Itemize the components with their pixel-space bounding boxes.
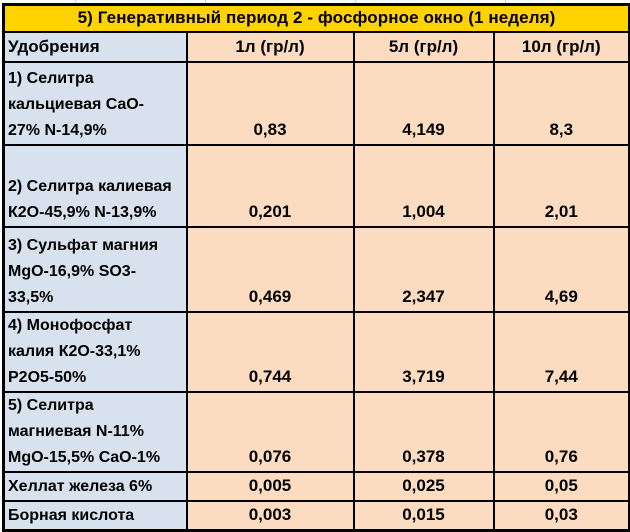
fertilizer-name: 2) Селитра калиевая К2О-45,9% N-13,9% — [2, 143, 188, 228]
column-header-fertilizers: Удобрения — [2, 30, 188, 63]
table-row: 3) Сульфат магния MgO-16,9% SO3- 33,5% 0… — [2, 225, 630, 313]
dose-10l: 0,76 — [492, 390, 630, 473]
table-row: 4) Монофосфат калия К2О-33,1% P2O5-50% 0… — [2, 310, 630, 393]
column-header-5l: 5л (гр/л) — [352, 30, 495, 63]
dose-5l: 0,025 — [352, 470, 495, 502]
fertilizer-schedule-table: 5) Генеративный период 2 - фосфорное окн… — [1, 3, 630, 532]
dose-1l: 0,076 — [185, 390, 355, 473]
table-row: Борная кислота 0,003 0,015 0,03 — [2, 499, 630, 532]
spreadsheet-gridline — [355, 0, 356, 4]
table-row: 2) Селитра калиевая К2О-45,9% N-13,9% 0,… — [2, 143, 630, 228]
dose-5l: 4,149 — [352, 60, 495, 146]
spreadsheet-gridline — [505, 0, 506, 4]
fertilizer-name: 4) Монофосфат калия К2О-33,1% P2O5-50% — [2, 310, 188, 393]
dose-10l: 4,69 — [492, 225, 630, 313]
dose-10l: 7,44 — [492, 310, 630, 393]
dose-5l: 2,347 — [352, 225, 495, 313]
spreadsheet-gridline — [75, 0, 76, 4]
fertilizer-name: Хеллат железа 6% — [2, 470, 188, 502]
dose-10l: 0,05 — [492, 470, 630, 502]
table-row: 5) Селитра магниевая N-11% MgO-15,5% CaO… — [2, 390, 630, 473]
dose-5l: 3,719 — [352, 310, 495, 393]
fertilizer-name: 1) Селитра кальциевая CaO- 27% N-14,9% — [2, 60, 188, 146]
column-header-10l: 10л (гр/л) — [492, 30, 630, 63]
fertilizer-name: Борная кислота — [2, 499, 188, 532]
fertilizer-name: 5) Селитра магниевая N-11% MgO-15,5% CaO… — [2, 390, 188, 473]
dose-10l: 2,01 — [492, 143, 630, 228]
title-row: 5) Генеративный период 2 - фосфорное окн… — [1, 3, 630, 33]
table-row: Хеллат железа 6% 0,005 0,025 0,05 — [2, 470, 630, 502]
dose-1l: 0,83 — [185, 60, 355, 146]
dose-1l: 0,744 — [185, 310, 355, 393]
dose-5l: 0,015 — [352, 499, 495, 532]
dose-10l: 8,3 — [492, 60, 630, 146]
table-row: 1) Селитра кальциевая CaO- 27% N-14,9% 0… — [2, 60, 630, 146]
fertilizer-name: 3) Сульфат магния MgO-16,9% SO3- 33,5% — [2, 225, 188, 313]
dose-5l: 0,378 — [352, 390, 495, 473]
dose-5l: 1,004 — [352, 143, 495, 228]
dose-1l: 0,005 — [185, 470, 355, 502]
table-title: 5) Генеративный период 2 - фосфорное окн… — [1, 3, 630, 33]
dose-1l: 0,003 — [185, 499, 355, 532]
dose-1l: 0,201 — [185, 143, 355, 228]
spreadsheet-gridline — [205, 0, 206, 4]
column-header-1l: 1л (гр/л) — [185, 30, 355, 63]
dose-1l: 0,469 — [185, 225, 355, 313]
header-row: Удобрения 1л (гр/л) 5л (гр/л) 10л (гр/л) — [2, 30, 630, 63]
dose-10l: 0,03 — [492, 499, 630, 532]
